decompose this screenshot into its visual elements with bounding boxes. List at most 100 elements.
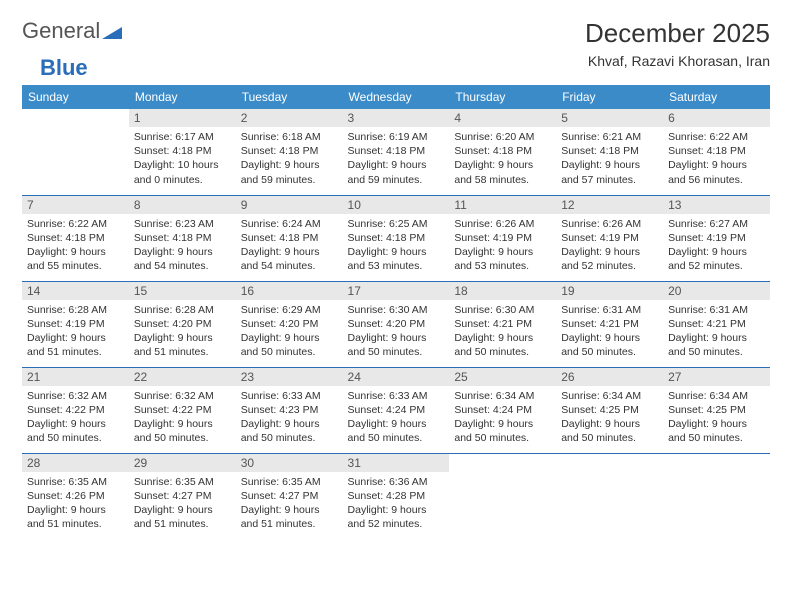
calendar-cell: 7Sunrise: 6:22 AMSunset: 4:18 PMDaylight… xyxy=(22,195,129,281)
col-wednesday: Wednesday xyxy=(343,85,450,109)
day-details: Sunrise: 6:29 AMSunset: 4:20 PMDaylight:… xyxy=(236,300,343,364)
calendar-cell xyxy=(22,109,129,195)
day-number: 6 xyxy=(663,109,770,127)
day-number: 14 xyxy=(22,282,129,300)
day-details: Sunrise: 6:26 AMSunset: 4:19 PMDaylight:… xyxy=(556,214,663,278)
day-details: Sunrise: 6:35 AMSunset: 4:27 PMDaylight:… xyxy=(236,472,343,536)
day-details: Sunrise: 6:26 AMSunset: 4:19 PMDaylight:… xyxy=(449,214,556,278)
day-number: 30 xyxy=(236,454,343,472)
day-details: Sunrise: 6:33 AMSunset: 4:23 PMDaylight:… xyxy=(236,386,343,450)
day-details: Sunrise: 6:22 AMSunset: 4:18 PMDaylight:… xyxy=(663,127,770,191)
day-number: 22 xyxy=(129,368,236,386)
day-details: Sunrise: 6:32 AMSunset: 4:22 PMDaylight:… xyxy=(22,386,129,450)
calendar-cell: 11Sunrise: 6:26 AMSunset: 4:19 PMDayligh… xyxy=(449,195,556,281)
day-details: Sunrise: 6:24 AMSunset: 4:18 PMDaylight:… xyxy=(236,214,343,278)
calendar-cell: 19Sunrise: 6:31 AMSunset: 4:21 PMDayligh… xyxy=(556,281,663,367)
day-details: Sunrise: 6:32 AMSunset: 4:22 PMDaylight:… xyxy=(129,386,236,450)
day-details: Sunrise: 6:19 AMSunset: 4:18 PMDaylight:… xyxy=(343,127,450,191)
day-number: 25 xyxy=(449,368,556,386)
calendar-cell: 28Sunrise: 6:35 AMSunset: 4:26 PMDayligh… xyxy=(22,453,129,539)
calendar-cell: 25Sunrise: 6:34 AMSunset: 4:24 PMDayligh… xyxy=(449,367,556,453)
calendar-cell: 12Sunrise: 6:26 AMSunset: 4:19 PMDayligh… xyxy=(556,195,663,281)
day-details: Sunrise: 6:31 AMSunset: 4:21 PMDaylight:… xyxy=(663,300,770,364)
col-thursday: Thursday xyxy=(449,85,556,109)
logo: General xyxy=(22,18,124,44)
day-details: Sunrise: 6:31 AMSunset: 4:21 PMDaylight:… xyxy=(556,300,663,364)
logo-icon xyxy=(102,23,122,39)
day-details: Sunrise: 6:27 AMSunset: 4:19 PMDaylight:… xyxy=(663,214,770,278)
day-number: 13 xyxy=(663,196,770,214)
day-number: 2 xyxy=(236,109,343,127)
day-details: Sunrise: 6:23 AMSunset: 4:18 PMDaylight:… xyxy=(129,214,236,278)
day-number: 16 xyxy=(236,282,343,300)
day-number: 10 xyxy=(343,196,450,214)
calendar-week: 21Sunrise: 6:32 AMSunset: 4:22 PMDayligh… xyxy=(22,367,770,453)
day-number: 21 xyxy=(22,368,129,386)
day-number: 11 xyxy=(449,196,556,214)
calendar-cell: 27Sunrise: 6:34 AMSunset: 4:25 PMDayligh… xyxy=(663,367,770,453)
calendar-cell: 26Sunrise: 6:34 AMSunset: 4:25 PMDayligh… xyxy=(556,367,663,453)
calendar-cell: 15Sunrise: 6:28 AMSunset: 4:20 PMDayligh… xyxy=(129,281,236,367)
calendar-week: 28Sunrise: 6:35 AMSunset: 4:26 PMDayligh… xyxy=(22,453,770,539)
col-friday: Friday xyxy=(556,85,663,109)
day-details: Sunrise: 6:25 AMSunset: 4:18 PMDaylight:… xyxy=(343,214,450,278)
calendar-cell: 6Sunrise: 6:22 AMSunset: 4:18 PMDaylight… xyxy=(663,109,770,195)
day-number: 23 xyxy=(236,368,343,386)
day-details: Sunrise: 6:35 AMSunset: 4:27 PMDaylight:… xyxy=(129,472,236,536)
calendar-cell: 5Sunrise: 6:21 AMSunset: 4:18 PMDaylight… xyxy=(556,109,663,195)
day-details: Sunrise: 6:18 AMSunset: 4:18 PMDaylight:… xyxy=(236,127,343,191)
calendar-cell: 17Sunrise: 6:30 AMSunset: 4:20 PMDayligh… xyxy=(343,281,450,367)
day-number: 28 xyxy=(22,454,129,472)
day-number: 17 xyxy=(343,282,450,300)
calendar-week: 1Sunrise: 6:17 AMSunset: 4:18 PMDaylight… xyxy=(22,109,770,195)
calendar-cell: 3Sunrise: 6:19 AMSunset: 4:18 PMDaylight… xyxy=(343,109,450,195)
logo-part2: Blue xyxy=(40,55,88,80)
day-number: 12 xyxy=(556,196,663,214)
day-number: 31 xyxy=(343,454,450,472)
calendar-cell: 18Sunrise: 6:30 AMSunset: 4:21 PMDayligh… xyxy=(449,281,556,367)
day-details: Sunrise: 6:34 AMSunset: 4:25 PMDaylight:… xyxy=(663,386,770,450)
calendar-cell: 30Sunrise: 6:35 AMSunset: 4:27 PMDayligh… xyxy=(236,453,343,539)
day-details: Sunrise: 6:36 AMSunset: 4:28 PMDaylight:… xyxy=(343,472,450,536)
day-details: Sunrise: 6:22 AMSunset: 4:18 PMDaylight:… xyxy=(22,214,129,278)
calendar-table: Sunday Monday Tuesday Wednesday Thursday… xyxy=(22,85,770,539)
day-number: 18 xyxy=(449,282,556,300)
day-details: Sunrise: 6:20 AMSunset: 4:18 PMDaylight:… xyxy=(449,127,556,191)
calendar-cell: 22Sunrise: 6:32 AMSunset: 4:22 PMDayligh… xyxy=(129,367,236,453)
calendar-cell: 13Sunrise: 6:27 AMSunset: 4:19 PMDayligh… xyxy=(663,195,770,281)
day-details: Sunrise: 6:30 AMSunset: 4:20 PMDaylight:… xyxy=(343,300,450,364)
logo-part1: General xyxy=(22,18,100,44)
day-number: 29 xyxy=(129,454,236,472)
calendar-cell: 4Sunrise: 6:20 AMSunset: 4:18 PMDaylight… xyxy=(449,109,556,195)
calendar-cell: 24Sunrise: 6:33 AMSunset: 4:24 PMDayligh… xyxy=(343,367,450,453)
calendar-cell xyxy=(663,453,770,539)
calendar-body: 1Sunrise: 6:17 AMSunset: 4:18 PMDaylight… xyxy=(22,109,770,539)
calendar-cell: 16Sunrise: 6:29 AMSunset: 4:20 PMDayligh… xyxy=(236,281,343,367)
day-details: Sunrise: 6:34 AMSunset: 4:24 PMDaylight:… xyxy=(449,386,556,450)
calendar-week: 7Sunrise: 6:22 AMSunset: 4:18 PMDaylight… xyxy=(22,195,770,281)
col-monday: Monday xyxy=(129,85,236,109)
calendar-cell: 31Sunrise: 6:36 AMSunset: 4:28 PMDayligh… xyxy=(343,453,450,539)
day-number: 24 xyxy=(343,368,450,386)
col-sunday: Sunday xyxy=(22,85,129,109)
day-number: 15 xyxy=(129,282,236,300)
col-saturday: Saturday xyxy=(663,85,770,109)
logo-part2-wrap: GeneralBlue xyxy=(22,55,770,81)
day-details: Sunrise: 6:30 AMSunset: 4:21 PMDaylight:… xyxy=(449,300,556,364)
day-number: 8 xyxy=(129,196,236,214)
day-details: Sunrise: 6:28 AMSunset: 4:19 PMDaylight:… xyxy=(22,300,129,364)
calendar-cell xyxy=(449,453,556,539)
col-tuesday: Tuesday xyxy=(236,85,343,109)
day-number: 7 xyxy=(22,196,129,214)
day-details: Sunrise: 6:17 AMSunset: 4:18 PMDaylight:… xyxy=(129,127,236,191)
day-details: Sunrise: 6:33 AMSunset: 4:24 PMDaylight:… xyxy=(343,386,450,450)
day-number: 1 xyxy=(129,109,236,127)
calendar-cell: 21Sunrise: 6:32 AMSunset: 4:22 PMDayligh… xyxy=(22,367,129,453)
day-number: 5 xyxy=(556,109,663,127)
day-number: 4 xyxy=(449,109,556,127)
day-number: 19 xyxy=(556,282,663,300)
day-number: 3 xyxy=(343,109,450,127)
day-number: 9 xyxy=(236,196,343,214)
calendar-cell: 29Sunrise: 6:35 AMSunset: 4:27 PMDayligh… xyxy=(129,453,236,539)
calendar-cell: 10Sunrise: 6:25 AMSunset: 4:18 PMDayligh… xyxy=(343,195,450,281)
